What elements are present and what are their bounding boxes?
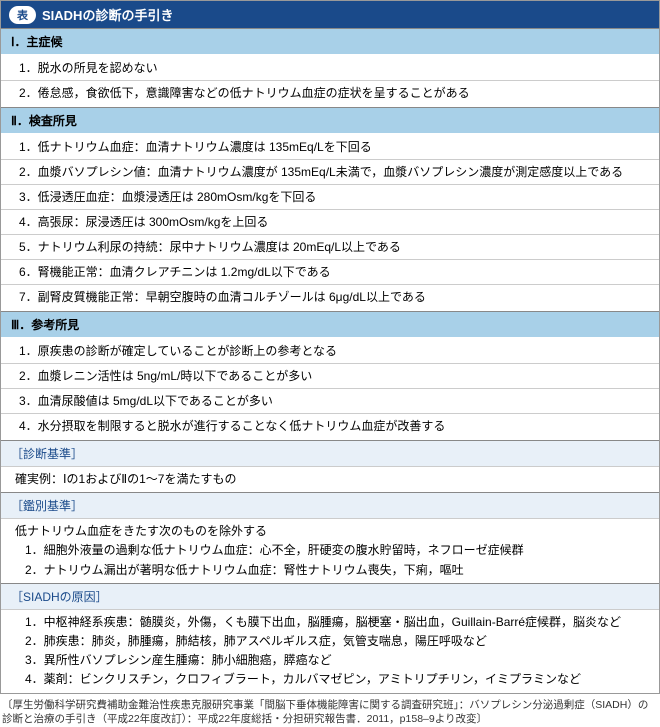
list-item: 1．低ナトリウム血症：血清ナトリウム濃度は 135mEq/Lを下回る	[1, 135, 659, 159]
list-item: 6．腎機能正常：血清クレアチニンは 1.2mg/dL以下である	[1, 259, 659, 284]
list-item: 5．ナトリウム利尿の持続：尿中ナトリウム濃度は 20mEq/L以上である	[1, 234, 659, 259]
section-1-items: 1．脱水の所見を認めない 2．倦怠感，食欲低下，意識障害などの低ナトリウム血症の…	[1, 54, 659, 107]
title-text: SIADHの診断の手引き	[42, 5, 173, 24]
subsection-diagnosis-head: ［診断基準］	[1, 440, 659, 466]
list-item: 3．低浸透圧血症：血漿浸透圧は 280mOsm/kgを下回る	[1, 184, 659, 209]
causes-list: 1．中枢神経系疾患：髄膜炎，外傷，くも膜下出血，脳腫瘍，脳梗塞・脳出血，Guil…	[15, 613, 649, 690]
table-title-bar: 表 SIADHの診断の手引き	[1, 1, 659, 28]
title-badge: 表	[9, 6, 36, 24]
list-item: 4．高張尿：尿浸透圧は 300mOsm/kgを上回る	[1, 209, 659, 234]
differential-list: 1．細胞外液量の過剰な低ナトリウム血症：心不全，肝硬変の腹水貯留時，ネフローゼ症…	[15, 541, 649, 579]
subsection-causes-body: 1．中枢神経系疾患：髄膜炎，外傷，くも膜下出血，脳腫瘍，脳梗塞・脳出血，Guil…	[1, 609, 659, 693]
list-item: 4．水分摂取を制限すると脱水が進行することなく低ナトリウム血症が改善する	[1, 413, 659, 438]
subsection-diagnosis-body: 確実例：Ⅰの1およびⅡの1〜7を満たすもの	[1, 466, 659, 492]
section-3-items: 1．原疾患の診断が確定していることが診断上の参考となる 2．血漿レニン活性は 5…	[1, 337, 659, 440]
list-item: 2．血漿レニン活性は 5ng/mL/時以下であることが多い	[1, 363, 659, 388]
list-item: 2．倦怠感，食欲低下，意識障害などの低ナトリウム血症の症状を呈することがある	[1, 80, 659, 105]
differential-lead: 低ナトリウム血症をきたす次のものを除外する	[15, 522, 649, 541]
list-item: 4．薬剤：ビンクリスチン，クロフィブラート，カルバマゼピン，アミトリプチリン，イ…	[25, 670, 649, 689]
list-item: 3．血清尿酸値は 5mg/dL以下であることが多い	[1, 388, 659, 413]
list-item: 1．細胞外液量の過剰な低ナトリウム血症：心不全，肝硬変の腹水貯留時，ネフローゼ症…	[25, 541, 649, 560]
diagnosis-table: 表 SIADHの診断の手引き Ⅰ．主症候 1．脱水の所見を認めない 2．倦怠感，…	[0, 0, 660, 694]
subsection-causes-head: ［SIADHの原因］	[1, 583, 659, 609]
list-item: 3．異所性バソプレシン産生腫瘍：肺小細胞癌，膵癌など	[25, 651, 649, 670]
list-item: 2．ナトリウム漏出が著明な低ナトリウム血症：腎性ナトリウム喪失，下痢，嘔吐	[25, 561, 649, 580]
list-item: 2．肺疾患：肺炎，肺腫瘍，肺結核，肺アスペルギルス症，気管支喘息，陽圧呼吸など	[25, 632, 649, 651]
section-1-head: Ⅰ．主症候	[1, 28, 659, 54]
list-item: 7．副腎皮質機能正常：早朝空腹時の血清コルチゾールは 6μg/dL以上である	[1, 284, 659, 309]
citation-footer: 〔厚生労働科学研究費補助金難治性疾患克服研究事業「間脳下垂体機能障害に関する調査…	[0, 694, 660, 727]
subsection-differential-body: 低ナトリウム血症をきたす次のものを除外する 1．細胞外液量の過剰な低ナトリウム血…	[1, 518, 659, 583]
list-item: 1．脱水の所見を認めない	[1, 56, 659, 80]
section-3-head: Ⅲ．参考所見	[1, 311, 659, 337]
section-2-head: Ⅱ．検査所見	[1, 107, 659, 133]
list-item: 2．血漿バソプレシン値：血清ナトリウム濃度が 135mEq/L未満で，血漿バソプ…	[1, 159, 659, 184]
list-item: 1．中枢神経系疾患：髄膜炎，外傷，くも膜下出血，脳腫瘍，脳梗塞・脳出血，Guil…	[25, 613, 649, 632]
list-item: 1．原疾患の診断が確定していることが診断上の参考となる	[1, 339, 659, 363]
section-2-items: 1．低ナトリウム血症：血清ナトリウム濃度は 135mEq/Lを下回る 2．血漿バ…	[1, 133, 659, 311]
subsection-differential-head: ［鑑別基準］	[1, 492, 659, 518]
